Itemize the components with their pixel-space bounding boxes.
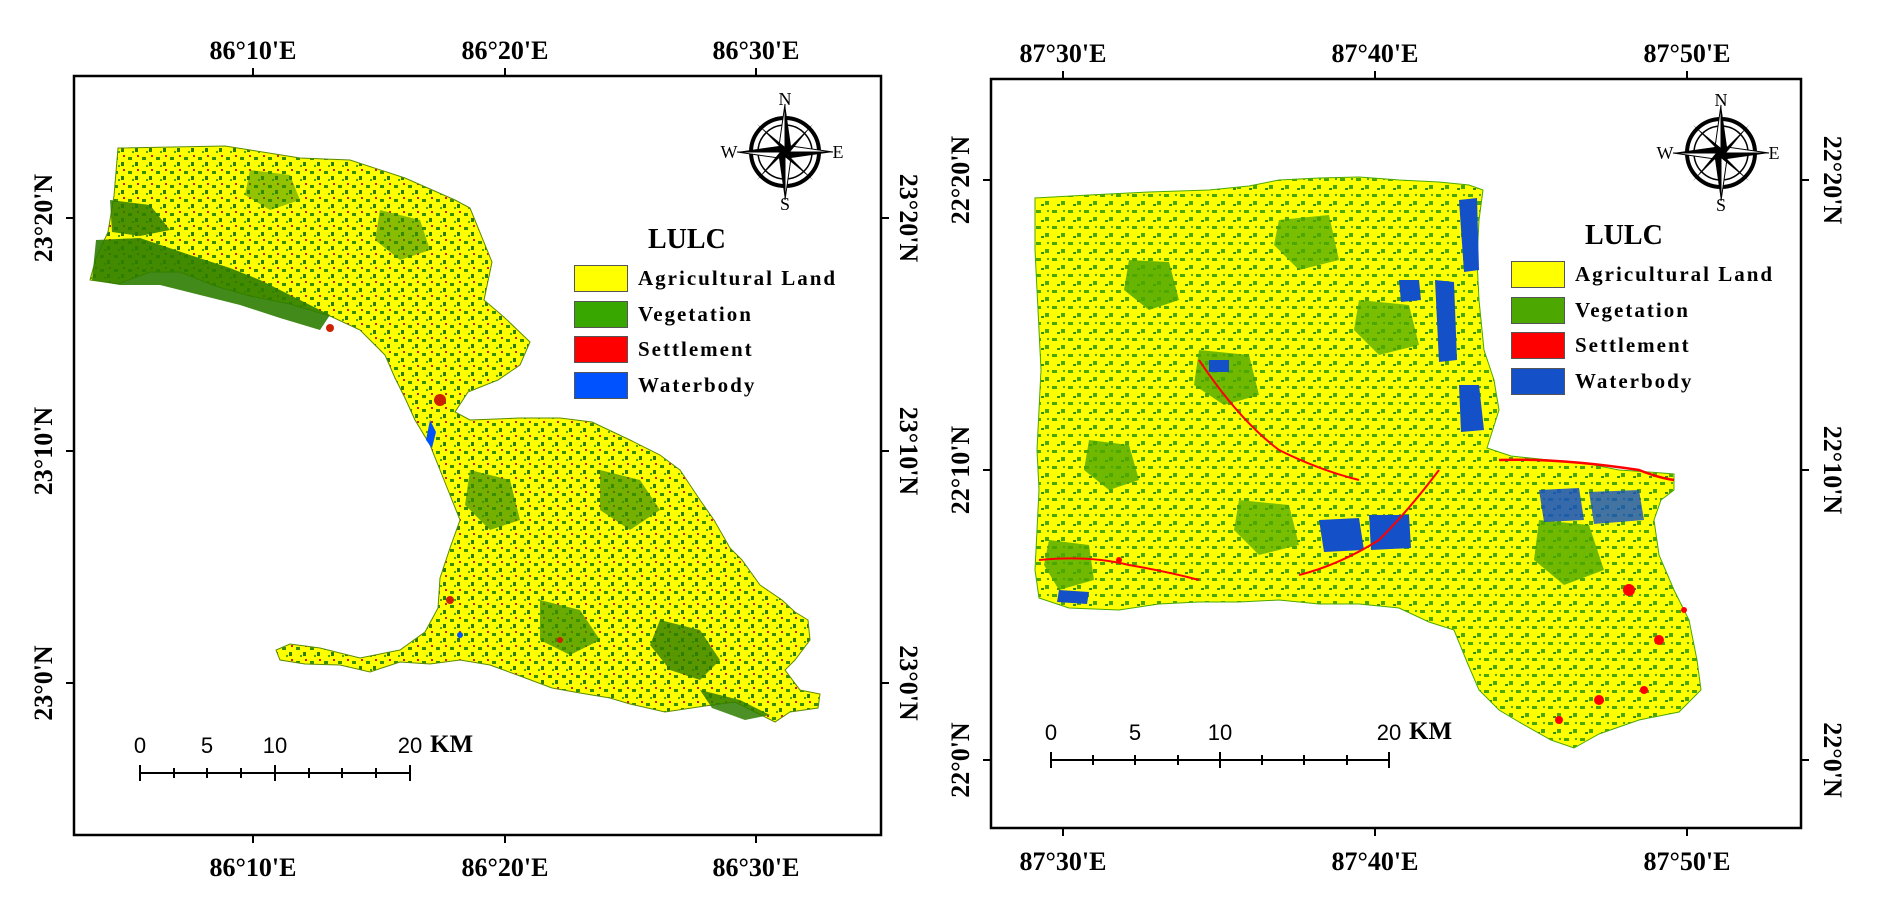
legend-swatch — [1511, 261, 1565, 289]
legend-label: Agricultural Land — [1575, 262, 1775, 287]
legend-item-vegetation: Vegetation — [1511, 293, 1774, 329]
x-label-top-2: 86°20'E — [461, 36, 549, 65]
legend-label: Waterbody — [638, 372, 757, 397]
scale-unit: KM — [1409, 718, 1453, 745]
scale-label-20: 20 — [397, 733, 423, 758]
scale-label-0: 0 — [1044, 720, 1058, 745]
lulc-region-left — [89, 145, 821, 723]
compass-e-right: E — [1768, 143, 1780, 163]
legend-title: LULC — [1585, 220, 1663, 251]
x-label-top-3: 86°30'E — [712, 36, 800, 65]
y-label-right-3: 22°0'N — [1818, 722, 1847, 798]
compass-s-right: S — [1715, 195, 1727, 215]
scale-unit: KM — [430, 731, 474, 758]
legend-swatch — [574, 371, 628, 399]
y-label-right-1: 22°20'N — [1818, 135, 1847, 225]
compass-rose-right — [1672, 104, 1770, 202]
x-label-top-2: 87°40'E — [1331, 39, 1419, 68]
compass-w-right: W — [1656, 143, 1674, 163]
x-label-bottom-2: 87°40'E — [1331, 847, 1419, 876]
x-label-bottom-2: 86°20'E — [461, 853, 549, 882]
scale-label-5: 5 — [200, 733, 214, 758]
scale-label-0: 0 — [133, 733, 147, 758]
x-label-bottom-3: 87°50'E — [1643, 847, 1731, 876]
x-label-bottom-3: 86°30'E — [712, 853, 800, 882]
map-panel-right: 87°30'E 87°40'E 87°50'E 87°30'E 87°40'E … — [939, 0, 1878, 921]
y-label-right-2: 23°10'N — [894, 406, 923, 496]
legend-right: LULC Agricultural Land Vegetation Settle… — [1511, 221, 1774, 399]
legend-swatch — [1511, 367, 1565, 395]
lulc-region-right — [1034, 176, 1702, 749]
graticule-ticks-left — [66, 68, 889, 843]
compass-w-left: W — [720, 142, 738, 162]
y-label-left-2: 22°10'N — [946, 425, 975, 515]
legend-label: Settlement — [638, 337, 754, 362]
legend-label: Vegetation — [638, 301, 753, 326]
map-frame-left — [72, 74, 883, 837]
y-label-right-3: 23°0'N — [894, 645, 923, 721]
legend-item-settlement: Settlement — [1511, 328, 1774, 364]
compass-s-left: S — [779, 194, 791, 214]
scale-label-5: 5 — [1128, 720, 1142, 745]
compass-e-left: E — [832, 142, 844, 162]
y-label-right-2: 22°10'N — [1818, 425, 1847, 515]
x-label-top-1: 87°30'E — [1019, 39, 1107, 68]
legend-swatch — [574, 300, 628, 328]
y-label-left-1: 23°20'N — [29, 173, 58, 263]
map-canvas-left — [66, 68, 889, 843]
legend-item-vegetation: Vegetation — [574, 297, 837, 333]
legend-title: LULC — [648, 224, 726, 255]
legend-label: Waterbody — [1575, 368, 1694, 393]
y-label-right-1: 23°20'N — [894, 173, 923, 263]
y-label-left-3: 22°0'N — [946, 722, 975, 798]
y-label-left-2: 23°10'N — [29, 406, 58, 496]
legend-swatch — [574, 336, 628, 364]
map-panel-left: 86°10'E 86°20'E 86°30'E 86°10'E 86°20'E … — [29, 36, 923, 882]
legend-item-settlement: Settlement — [574, 332, 837, 368]
map-canvas-right — [983, 71, 1809, 836]
legend-label: Vegetation — [1575, 297, 1690, 322]
legend-item-agricultural-land: Agricultural Land — [1511, 257, 1774, 293]
scale-label-10: 10 — [262, 733, 288, 758]
legend-item-waterbody: Waterbody — [574, 368, 837, 404]
legend-item-waterbody: Waterbody — [1511, 364, 1774, 400]
legend-swatch — [1511, 332, 1565, 360]
map-frame-right — [989, 77, 1803, 830]
x-label-top-3: 87°50'E — [1643, 39, 1731, 68]
scale-bar-right — [1050, 752, 1390, 768]
legend-label: Agricultural Land — [638, 266, 838, 291]
x-label-bottom-1: 87°30'E — [1019, 847, 1107, 876]
scale-bar-left — [139, 765, 411, 781]
y-label-left-1: 22°20'N — [946, 135, 975, 225]
compass-n-right: N — [1714, 90, 1728, 110]
legend-item-agricultural-land: Agricultural Land — [574, 261, 837, 297]
legend-left: LULC Agricultural Land Vegetation Settle… — [574, 225, 837, 403]
x-label-bottom-1: 86°10'E — [209, 853, 297, 882]
graticule-ticks-right — [983, 71, 1809, 836]
scale-label-20: 20 — [1376, 720, 1402, 745]
x-label-top-1: 86°10'E — [209, 36, 297, 65]
y-label-left-3: 23°0'N — [29, 645, 58, 721]
compass-rose-left — [736, 103, 834, 201]
legend-swatch — [574, 265, 628, 293]
scale-label-10: 10 — [1207, 720, 1233, 745]
legend-label: Settlement — [1575, 333, 1691, 358]
compass-n-left: N — [778, 89, 792, 109]
legend-swatch — [1511, 296, 1565, 324]
